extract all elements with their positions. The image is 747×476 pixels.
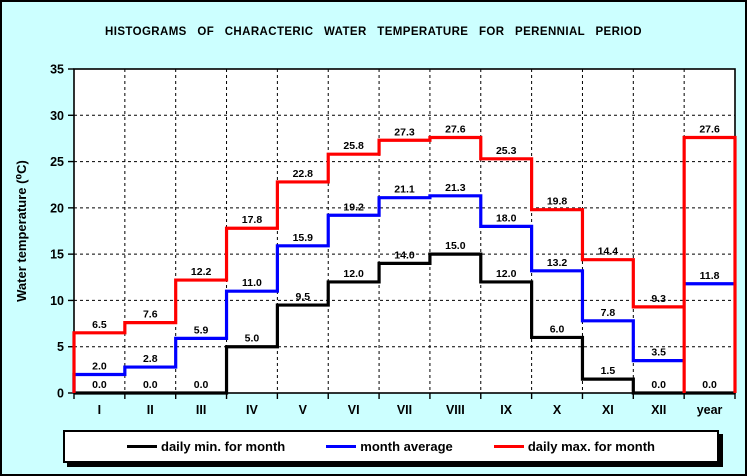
- svg-text:15.9: 15.9: [293, 232, 314, 244]
- svg-text:X: X: [553, 403, 562, 417]
- svg-text:1.5: 1.5: [601, 365, 616, 377]
- svg-text:II: II: [147, 403, 154, 417]
- series-line-daily-max: [72, 135, 737, 393]
- svg-text:19.2: 19.2: [343, 201, 364, 213]
- svg-text:I: I: [98, 403, 101, 417]
- svg-text:15.0: 15.0: [445, 240, 466, 252]
- legend-label-daily-min: daily min. for month: [161, 439, 286, 454]
- x-axis-category-labels: I II III IV V VI VII VIII IX X XI XII year: [98, 403, 723, 417]
- svg-text:21.1: 21.1: [394, 184, 415, 196]
- svg-text:15: 15: [50, 248, 64, 262]
- svg-text:18.0: 18.0: [496, 212, 517, 224]
- svg-text:0.0: 0.0: [143, 379, 158, 391]
- svg-text:30: 30: [50, 109, 64, 123]
- legend-label-daily-max: daily max. for month: [527, 439, 655, 454]
- svg-text:2.8: 2.8: [143, 353, 158, 365]
- svg-text:14.0: 14.0: [394, 249, 415, 261]
- svg-text:year: year: [697, 403, 723, 417]
- svg-text:XI: XI: [602, 403, 614, 417]
- svg-text:35: 35: [50, 63, 64, 77]
- svg-text:11.0: 11.0: [242, 277, 262, 289]
- legend-item-month-average: month average: [326, 439, 453, 454]
- svg-text:22.8: 22.8: [293, 168, 314, 180]
- svg-text:12.0: 12.0: [343, 268, 364, 280]
- y-axis-title: Water temperature (⁰C): [14, 160, 29, 302]
- svg-text:V: V: [299, 403, 308, 417]
- svg-text:14.4: 14.4: [598, 246, 619, 258]
- data-labels-daily-min: 0.0 0.0 0.0 5.0 9.5 12.0 14.0 15.0 12.0 6.0 1.5 0.0…: [92, 240, 717, 391]
- svg-text:0.0: 0.0: [651, 379, 666, 391]
- svg-text:20: 20: [50, 201, 64, 215]
- svg-text:6.0: 6.0: [550, 323, 565, 335]
- svg-text:25: 25: [50, 155, 64, 169]
- svg-text:17.8: 17.8: [242, 214, 263, 226]
- plot-border: [73, 68, 736, 394]
- chart-title: HISTOGRAMS OF CHARACTERIC WATER TEMPERAT…: [105, 26, 642, 38]
- svg-text:Water temperature (⁰C): Water temperature (⁰C): [14, 160, 29, 302]
- data-labels-month-average: 2.0 2.8 5.9 11.0 15.9 19.2 21.1 21.3 18.0 13.2 7.8…: [92, 182, 720, 373]
- series-line-daily-min: [74, 252, 735, 395]
- svg-text:3.5: 3.5: [651, 347, 666, 359]
- svg-text:IX: IX: [500, 403, 512, 417]
- svg-text:0.0: 0.0: [92, 379, 107, 391]
- chart-legend: daily min. for month month average daily…: [63, 430, 719, 463]
- svg-text:10: 10: [50, 294, 64, 308]
- svg-text:9.3: 9.3: [651, 293, 666, 305]
- svg-text:7.6: 7.6: [143, 309, 158, 321]
- svg-text:IV: IV: [246, 403, 258, 417]
- legend-item-daily-min: daily min. for month: [127, 439, 285, 454]
- svg-text:27.3: 27.3: [394, 126, 415, 138]
- svg-text:25.8: 25.8: [343, 140, 364, 152]
- data-labels-daily-max: 6.5 7.6 12.2 17.8 22.8 25.8 27.3 27.6 25.3 19.8 14…: [92, 124, 720, 331]
- svg-text:7.8: 7.8: [601, 307, 616, 319]
- svg-text:5.9: 5.9: [194, 324, 209, 336]
- svg-text:27.6: 27.6: [699, 124, 720, 136]
- svg-text:VIII: VIII: [446, 403, 465, 417]
- legend-item-daily-max: daily max. for month: [493, 439, 655, 454]
- svg-text:12.0: 12.0: [496, 268, 517, 280]
- legend-swatch-daily-max-icon: [493, 445, 524, 448]
- svg-text:12.2: 12.2: [191, 266, 212, 278]
- svg-text:19.8: 19.8: [547, 196, 568, 208]
- svg-text:0: 0: [57, 387, 64, 401]
- svg-text:11.8: 11.8: [700, 270, 720, 282]
- svg-text:0.0: 0.0: [194, 379, 209, 391]
- svg-text:2.0: 2.0: [92, 360, 107, 372]
- legend-label-month-average: month average: [360, 439, 453, 454]
- svg-text:0.0: 0.0: [702, 379, 717, 391]
- svg-text:VI: VI: [348, 403, 360, 417]
- svg-text:5.0: 5.0: [245, 333, 260, 345]
- svg-text:9.5: 9.5: [296, 291, 311, 303]
- svg-text:III: III: [196, 403, 206, 417]
- legend-swatch-month-average-icon: [326, 445, 357, 448]
- svg-text:27.6: 27.6: [445, 124, 466, 136]
- svg-text:21.3: 21.3: [445, 182, 466, 194]
- series-line-month-average: [72, 194, 735, 393]
- svg-text:13.2: 13.2: [547, 257, 568, 269]
- svg-text:VII: VII: [397, 403, 412, 417]
- y-axis-tick-labels: 0 5 10 15 20 25 30 35: [50, 63, 64, 401]
- svg-text:XII: XII: [651, 403, 666, 417]
- svg-text:25.3: 25.3: [496, 145, 517, 157]
- legend-swatch-daily-min-icon: [127, 445, 157, 448]
- svg-text:5: 5: [57, 340, 64, 354]
- svg-text:6.5: 6.5: [92, 319, 107, 331]
